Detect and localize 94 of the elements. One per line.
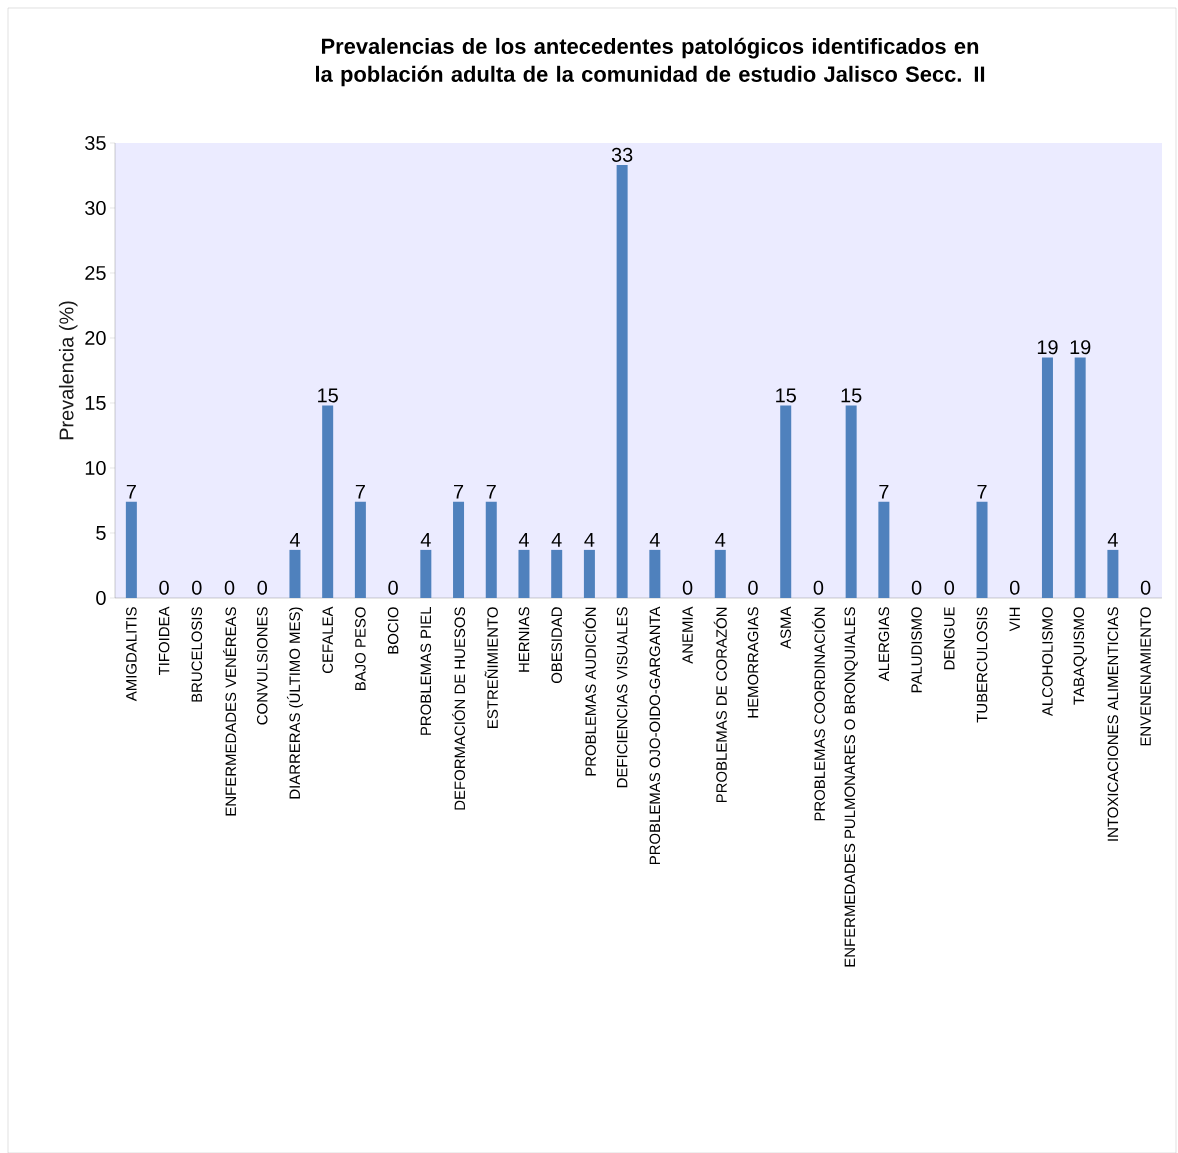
data-label: 4 [518, 532, 529, 547]
data-label: 0 [224, 580, 235, 595]
x-tick-label: ESTREÑIMIENTO [484, 607, 498, 728]
data-label: 4 [551, 532, 562, 547]
x-tick-label: ALERGIAS [878, 607, 890, 682]
data-label: 0 [192, 580, 202, 595]
bar [485, 501, 497, 598]
x-tick-label: HERNIAS [518, 607, 530, 672]
bar [1041, 357, 1053, 598]
y-tick-label: 30 [85, 200, 106, 215]
y-tick-label: 35 [85, 135, 106, 150]
x-tick-label: ASMA [780, 606, 791, 649]
x-tick-label: ANEMIA [682, 606, 693, 664]
data-label: 7 [355, 484, 365, 499]
data-label: 33 [611, 147, 633, 162]
bar [354, 501, 366, 598]
data-label: 0 [159, 580, 169, 595]
x-tick-label: ALCOHOLISMO [1042, 607, 1053, 716]
y-tick-label: 20 [85, 330, 106, 345]
y-tick-label: 0 [96, 590, 106, 605]
x-tick-label: HEMORRAGIAS [747, 607, 759, 718]
data-label: 0 [1009, 580, 1020, 595]
data-label: 7 [879, 484, 889, 499]
x-tick-label: TABAQUISMO [1073, 607, 1087, 705]
bar [1074, 357, 1086, 598]
data-label: 4 [649, 532, 660, 547]
data-label: 7 [977, 484, 987, 499]
x-tick-label: TIFOIDEA [158, 606, 170, 675]
data-label: 4 [289, 532, 300, 547]
y-tick-label: 25 [85, 265, 106, 280]
x-tick-label: ENVENENAMIENTO [1140, 607, 1151, 746]
data-label: 15 [841, 388, 862, 403]
bar [714, 549, 726, 598]
data-label: 0 [257, 580, 267, 595]
data-label: 4 [420, 532, 431, 547]
bar [1107, 549, 1119, 598]
data-label: 19 [1037, 340, 1058, 355]
bar [420, 549, 432, 598]
data-label: 0 [944, 580, 955, 595]
x-tick-label: BAJO PESO [355, 607, 366, 690]
x-tick-label: PROBLEMAS COORDINACIÓN [811, 607, 825, 821]
data-label: 4 [715, 532, 726, 547]
data-label: 7 [454, 484, 464, 499]
x-tick-label: BOCIO [387, 607, 399, 654]
data-label: 0 [682, 580, 693, 595]
x-tick-label: PROBLEMAS OJO-OIDO-GARGANTA [649, 606, 661, 864]
bar [583, 549, 595, 598]
x-tick-label: DIARRERAS (ÚLTIMO MES) [286, 607, 303, 799]
data-label: 15 [318, 388, 338, 403]
x-tick-label: AMIGDALITIS [126, 607, 137, 702]
x-tick-label: DENGUE [944, 607, 955, 670]
y-tick-label: 10 [85, 460, 106, 475]
bar [976, 501, 988, 598]
bar [780, 405, 792, 598]
data-label: 0 [388, 580, 398, 595]
data-label: 0 [1140, 580, 1151, 595]
data-label: 0 [813, 580, 824, 595]
data-label: 15 [776, 388, 796, 403]
x-tick-label: PROBLEMAS AUDICIÓN [582, 607, 596, 776]
x-tick-label: DEFICIENCIAS VISUALES [616, 607, 628, 788]
x-tick-label: INTOXICACIONES ALIMENTICIAS [1107, 607, 1119, 841]
x-tick-label: ENFERMEDADES PULMONARES O BRONQUIALES [844, 607, 858, 967]
bar [322, 405, 334, 598]
x-tick-label: PALUDISMO [911, 607, 922, 693]
data-label: 19 [1070, 340, 1091, 355]
x-tick-label: ENFERMEDADES VENÉREAS [222, 607, 237, 816]
x-tick-label: DEFORMACIÓN DE HUESOS [452, 607, 466, 810]
data-label: 4 [584, 532, 595, 547]
y-axis-title: Prevalencia (%) [58, 301, 78, 440]
y-tick-label: 15 [85, 395, 106, 410]
x-tick-label: VIH [1009, 607, 1020, 632]
data-label: 0 [911, 580, 922, 595]
chart-title: Prevalencias de los antecedentes patológicos identificados en la población adulta de la comunidad de estudio Jalisco Secc. II [315, 37, 985, 87]
bar [453, 501, 465, 598]
x-tick-label: OBESIDAD [551, 607, 562, 683]
data-label: 7 [126, 484, 136, 499]
x-tick-label: CEFALEA [322, 606, 333, 673]
bar [649, 549, 661, 598]
bar [551, 549, 563, 598]
bar [518, 549, 530, 598]
bar [125, 501, 137, 598]
y-tick-label: 5 [96, 525, 106, 540]
bar [878, 501, 890, 598]
bar [845, 405, 857, 598]
data-label: 7 [486, 484, 496, 499]
x-tick-label: PROBLEMAS PIEL [420, 606, 432, 735]
data-label: 0 [748, 580, 758, 595]
data-label: 4 [1107, 532, 1118, 547]
x-tick-label: TUBERCULOSIS [976, 607, 988, 723]
bar [289, 549, 301, 598]
x-tick-label: CONVULSIONES [256, 607, 268, 725]
x-tick-label: BRUCELOSIS [191, 607, 203, 702]
x-tick-label: PROBLEMAS DE CORAZÓN [713, 607, 727, 802]
bar [616, 164, 628, 598]
